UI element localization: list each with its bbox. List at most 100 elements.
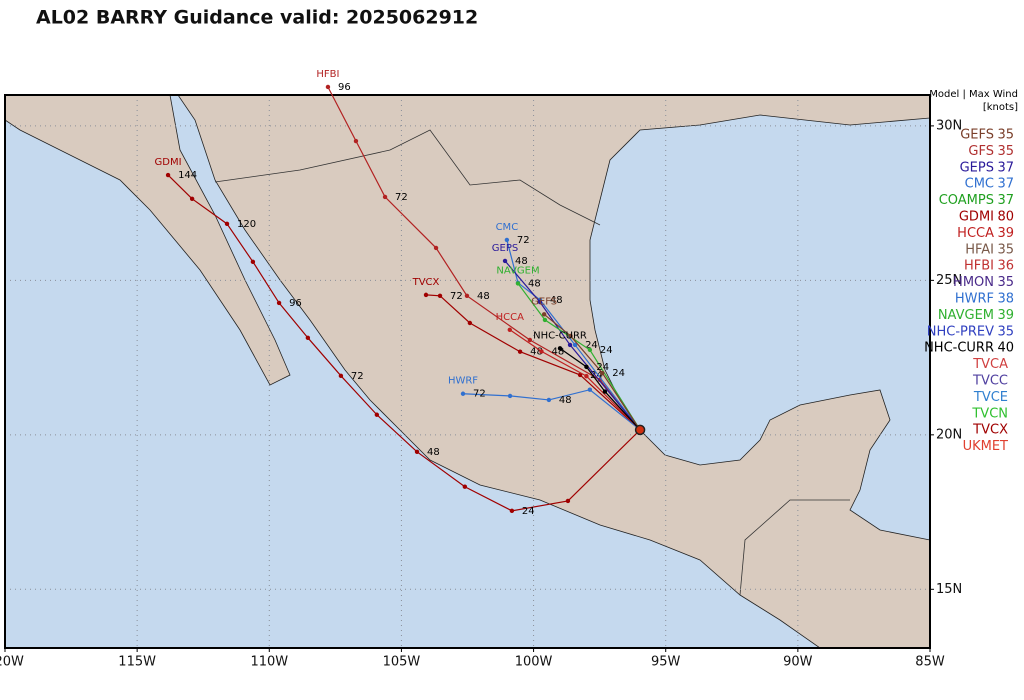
track-point: [546, 397, 552, 403]
title: AL02 BARRY Guidance valid: 2025062912: [36, 7, 478, 29]
track-point: [467, 320, 473, 326]
track-point: [224, 221, 230, 227]
forecast-hour: 24: [596, 362, 609, 373]
lon-label: 95W: [651, 655, 681, 670]
track-line: [327, 86, 641, 431]
track-line: [543, 313, 641, 431]
legend-wind: 40: [997, 341, 1014, 356]
forecast-hour: 144: [178, 170, 197, 181]
forecast-hour: 96: [338, 82, 351, 93]
track-point: [462, 484, 468, 489]
legend-wind: 35: [997, 324, 1014, 339]
forecast-hour: 48: [552, 346, 565, 357]
forecast-hour: 48: [550, 295, 563, 306]
track-model-label: CMC: [496, 222, 519, 233]
legend-model: GDMI: [959, 210, 994, 225]
track-point: [423, 292, 429, 298]
forecast-hour: 48: [515, 256, 528, 267]
track-point: [437, 293, 443, 299]
track-point: [382, 194, 388, 200]
legend-model: TVCC: [972, 374, 1008, 389]
legend-wind: 39: [997, 308, 1014, 323]
track-point: [539, 349, 544, 354]
forecast-hour: 72: [450, 291, 463, 302]
track-model-label: NHC-CURR: [533, 330, 587, 341]
track-model-label: HWRF: [448, 376, 478, 387]
track-point: [584, 364, 589, 370]
track-point: [374, 412, 380, 417]
lon-label: 105W: [383, 655, 421, 670]
forecast-hour: 24: [522, 506, 535, 517]
forecast-hour: 24: [612, 368, 625, 379]
track-point: [502, 258, 508, 264]
lat-label: 15N: [936, 582, 962, 597]
track-point: [325, 84, 331, 90]
legend-wind: 35: [997, 275, 1014, 290]
forecast-hour: 48: [528, 278, 541, 289]
lon-label: 100W: [515, 655, 553, 670]
track-point: [541, 312, 547, 317]
track-line: [559, 347, 641, 431]
track-model-label: TVCX: [412, 277, 440, 288]
track-point: [338, 373, 344, 379]
legend-model: TVCX: [972, 423, 1008, 438]
lon-label: 110W: [250, 655, 288, 670]
map-frame: [4, 94, 931, 649]
track-point: [460, 391, 466, 396]
track-point: [568, 333, 573, 339]
forecast-hour: 72: [395, 192, 408, 203]
legend-model: HFAI: [965, 242, 994, 257]
basemap: [5, 95, 930, 648]
lon-label: 115W: [118, 655, 156, 670]
track-point: [165, 172, 171, 178]
track-point: [509, 508, 515, 514]
track-model-label: GEFS: [531, 296, 557, 307]
legend-wind: 38: [997, 292, 1014, 307]
legend-model: HCCA: [957, 226, 994, 241]
track-point: [542, 317, 548, 323]
legend-model: COAMPS: [939, 193, 994, 208]
border: [214, 129, 850, 596]
legend-model: CMC: [965, 177, 994, 192]
track-point: [433, 245, 439, 251]
lat-label: 30N: [936, 118, 962, 133]
track-point: [600, 370, 605, 376]
track-point: [567, 342, 573, 348]
track-point: [584, 373, 589, 379]
legend-wind: 39: [997, 226, 1014, 241]
legend-model: NAVGEM: [938, 308, 994, 323]
forecast-hour: 120: [237, 219, 256, 230]
track-line: [517, 283, 641, 431]
track-point: [587, 387, 593, 392]
track-model-label: GEPS: [492, 243, 518, 254]
legend-model: HFBI: [964, 259, 994, 274]
track-point: [602, 389, 608, 394]
track-point: [515, 281, 521, 286]
track-point: [517, 349, 523, 354]
current-position: [634, 424, 646, 436]
forecast-hour: 72: [517, 235, 530, 246]
forecast-hour: 24: [590, 370, 603, 381]
track-point: [565, 498, 571, 504]
forecast-hour: 48: [530, 347, 543, 358]
land: [5, 95, 291, 386]
track-point: [572, 342, 578, 348]
forecast-hour: 48: [559, 395, 572, 406]
forecast-hour: 24: [600, 345, 613, 356]
legend-wind: 35: [997, 242, 1014, 257]
legend-model: GFS: [968, 144, 994, 159]
track-model-label: GDMI: [155, 157, 182, 168]
legend-wind: 37: [997, 177, 1014, 192]
track-point: [507, 327, 512, 332]
legend-model: NHC-CURR: [924, 341, 994, 356]
legend-wind: 80: [997, 210, 1014, 225]
forecast-hour: 48: [477, 291, 490, 302]
track-point: [504, 237, 510, 243]
lat-label: 25N: [936, 273, 962, 288]
track-model-label: HFBI: [316, 69, 339, 80]
forecast-hour: 72: [351, 371, 364, 382]
